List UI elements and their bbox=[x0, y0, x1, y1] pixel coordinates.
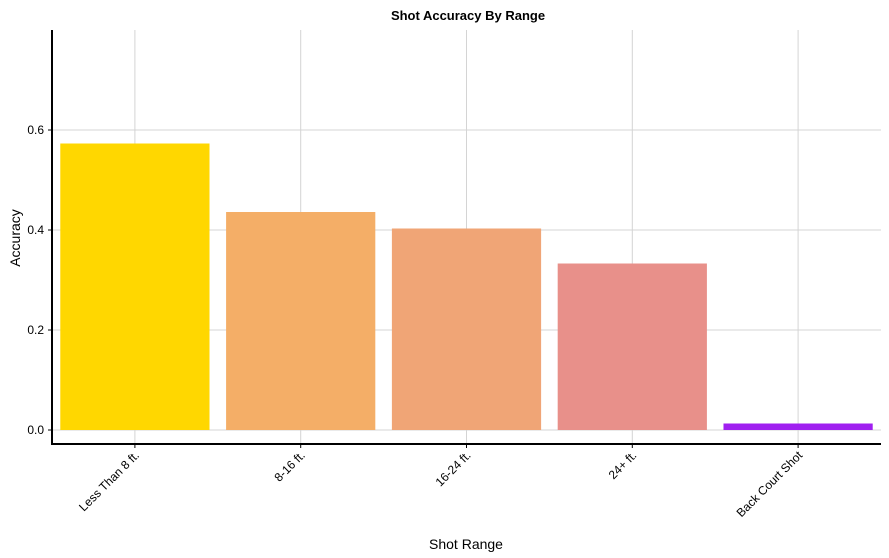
x-axis-title: Shot Range bbox=[429, 536, 503, 552]
bar bbox=[723, 423, 873, 430]
y-tick-label: 0.2 bbox=[27, 323, 44, 337]
y-tick-label: 0.4 bbox=[27, 223, 44, 237]
bar bbox=[60, 143, 210, 430]
bar bbox=[391, 228, 542, 430]
x-tick-label: Back Court Shot bbox=[734, 448, 806, 520]
y-tick-label: 0.0 bbox=[27, 423, 44, 437]
chart-title: Shot Accuracy By Range bbox=[391, 8, 545, 23]
bar bbox=[226, 212, 376, 430]
y-axis-title: Accuracy bbox=[7, 209, 23, 267]
bar bbox=[557, 263, 707, 430]
x-tick-label: Less Than 8 ft. bbox=[76, 448, 142, 514]
bar-layer bbox=[60, 143, 873, 430]
y-tick-label: 0.6 bbox=[27, 123, 44, 137]
x-tick-label: 8-16 ft. bbox=[272, 448, 308, 484]
x-tick-label: 24+ ft. bbox=[606, 448, 640, 482]
x-tick-label: 16-24 ft. bbox=[433, 448, 474, 489]
